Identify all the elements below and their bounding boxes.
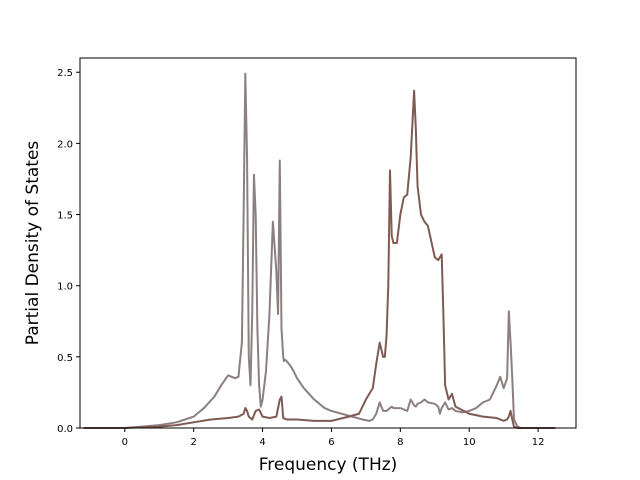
x-tick-label: 6 [328, 437, 334, 448]
y-tick-label: 2.5 [57, 68, 73, 79]
y-tick-label: 1.5 [57, 211, 73, 222]
series-line-2 [83, 89, 556, 429]
y-tick-label: 1.0 [57, 282, 73, 293]
y-axis-label: Partial Density of States [23, 141, 43, 346]
x-axis-ticks: 0 2 4 6 8 10 12 [122, 428, 545, 448]
y-tick-label: 0.0 [57, 424, 73, 435]
x-tick-label: 4 [259, 437, 265, 448]
y-tick-label: 0.5 [57, 353, 73, 364]
y-tick-label: 2.0 [57, 139, 73, 150]
x-axis-label: Frequency (THz) [259, 455, 398, 475]
y-axis-ticks: 0.0 0.5 1.0 1.5 2.0 2.5 [57, 68, 80, 435]
x-tick-label: 12 [532, 437, 545, 448]
plot-background [80, 58, 576, 428]
series-line-1 [83, 72, 556, 429]
x-tick-label: 0 [122, 437, 128, 448]
x-tick-label: 10 [463, 437, 476, 448]
series-layer [83, 72, 556, 429]
x-tick-label: 8 [397, 437, 403, 448]
x-tick-label: 2 [190, 437, 196, 448]
plot-frame [79, 57, 577, 429]
